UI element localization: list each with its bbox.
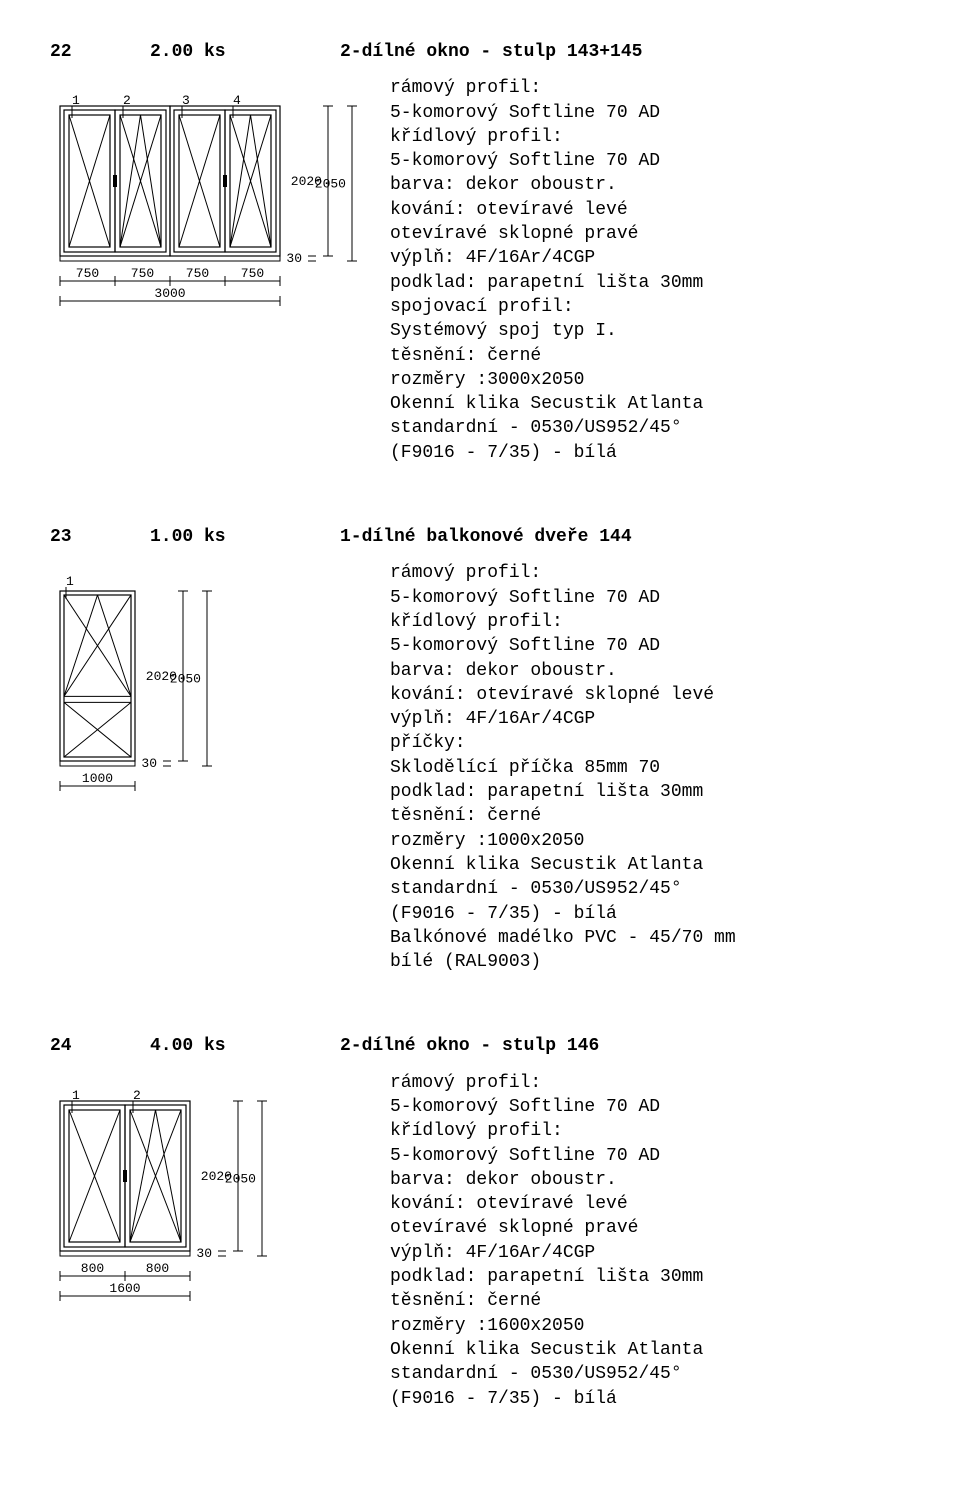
svg-text:750: 750 bbox=[186, 266, 209, 281]
svg-text:750: 750 bbox=[241, 266, 264, 281]
svg-text:1600: 1600 bbox=[109, 1281, 140, 1296]
item-qty: 1.00 ks bbox=[150, 525, 280, 549]
item-title: 2-dílné okno - stulp 143+145 bbox=[340, 40, 910, 64]
spec-item: 23 1.00 ks 1-dílné balkonové dveře 144 1 100… bbox=[50, 525, 910, 974]
svg-text:30: 30 bbox=[286, 251, 302, 266]
svg-text:750: 750 bbox=[131, 266, 154, 281]
svg-text:1: 1 bbox=[72, 93, 80, 108]
window-diagram: 123475075075075030003020202050 bbox=[50, 84, 390, 344]
svg-text:3: 3 bbox=[182, 93, 190, 108]
item-index: 23 bbox=[50, 525, 90, 549]
item-index: 22 bbox=[50, 40, 90, 64]
svg-text:2: 2 bbox=[133, 1088, 141, 1103]
svg-text:30: 30 bbox=[196, 1246, 212, 1261]
item-title: 2-dílné okno - stulp 146 bbox=[340, 1034, 910, 1058]
svg-text:800: 800 bbox=[81, 1261, 104, 1276]
svg-text:800: 800 bbox=[146, 1261, 169, 1276]
svg-text:3000: 3000 bbox=[154, 286, 185, 301]
svg-text:2: 2 bbox=[123, 93, 131, 108]
svg-text:1: 1 bbox=[72, 1088, 80, 1103]
spec-item: 24 4.00 ks 2-dílné okno - stulp 146 1 2 800 80… bbox=[50, 1034, 910, 1410]
svg-text:2050: 2050 bbox=[315, 177, 346, 192]
svg-text:30: 30 bbox=[141, 756, 157, 771]
diagram-column: 110003020202050 bbox=[50, 561, 390, 829]
window-diagram: 110003020202050 bbox=[50, 569, 390, 829]
spec-column: rámový profil: 5-komorový Softline 70 AD… bbox=[390, 1071, 910, 1411]
item-header: 23 1.00 ks 1-dílné balkonové dveře 144 bbox=[50, 525, 910, 549]
spec-column: rámový profil: 5-komorový Softline 70 AD… bbox=[390, 76, 910, 465]
diagram-column: 1280080016003020202050 bbox=[50, 1071, 390, 1339]
svg-text:750: 750 bbox=[76, 266, 99, 281]
spec-item: 22 2.00 ks 2-dílné okno - stulp 143+145 1 2 3… bbox=[50, 40, 910, 465]
item-header: 22 2.00 ks 2-dílné okno - stulp 143+145 bbox=[50, 40, 910, 64]
item-qty: 4.00 ks bbox=[150, 1034, 280, 1058]
item-index: 24 bbox=[50, 1034, 90, 1058]
item-title: 1-dílné balkonové dveře 144 bbox=[340, 525, 910, 549]
svg-text:1: 1 bbox=[66, 574, 74, 589]
item-qty: 2.00 ks bbox=[150, 40, 280, 64]
svg-text:1000: 1000 bbox=[82, 771, 113, 786]
svg-text:2050: 2050 bbox=[225, 1171, 256, 1186]
window-diagram: 1280080016003020202050 bbox=[50, 1079, 390, 1339]
diagram-column: 123475075075075030003020202050 bbox=[50, 76, 390, 344]
spec-column: rámový profil: 5-komorový Softline 70 AD… bbox=[390, 561, 910, 974]
svg-text:2050: 2050 bbox=[170, 672, 201, 687]
item-header: 24 4.00 ks 2-dílné okno - stulp 146 bbox=[50, 1034, 910, 1058]
svg-text:4: 4 bbox=[233, 93, 241, 108]
